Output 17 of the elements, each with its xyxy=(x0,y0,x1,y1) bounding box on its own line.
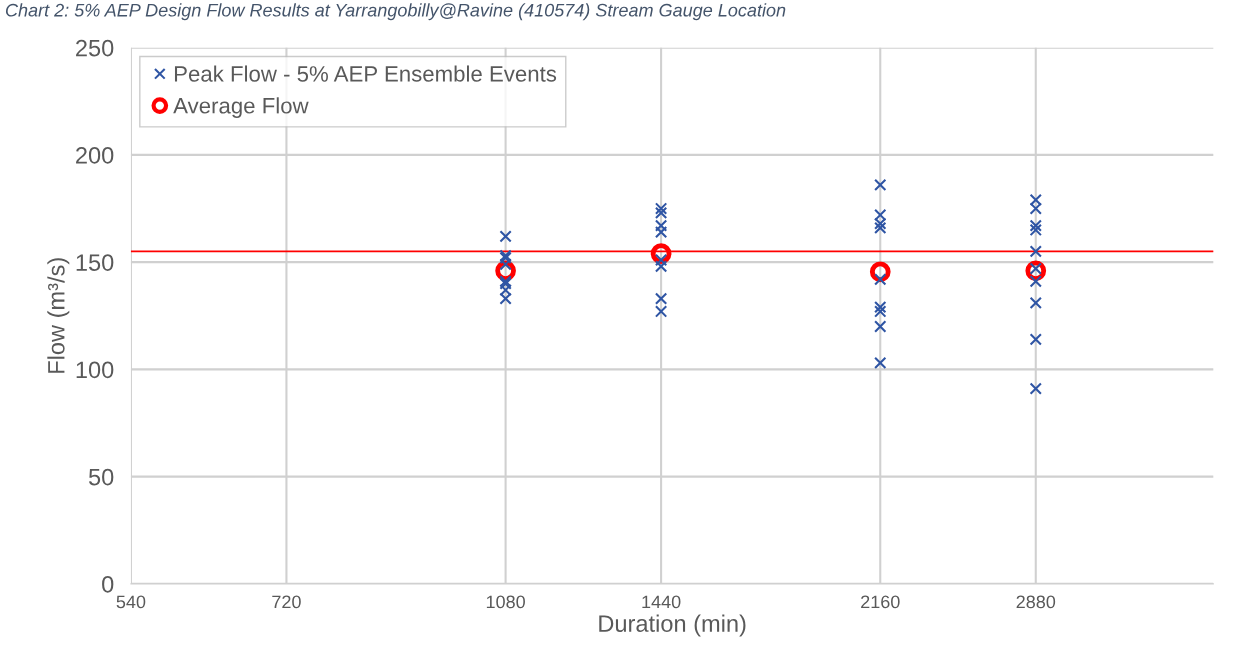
y-tick-label: 50 xyxy=(88,468,114,486)
y-tick-label: 250 xyxy=(76,39,114,57)
x-tick-label: 1440 xyxy=(642,595,681,609)
y-tick-label: 0 xyxy=(102,575,114,593)
chart-title: Chart 2: 5% AEP Design Flow Results at Yarrangobilly@Ravine (410574) Stream Gauge Location xyxy=(5,3,786,21)
x-axis-title: Duration (min) xyxy=(599,614,746,637)
y-tick-label: 150 xyxy=(76,254,114,271)
y-tick-label: 100 xyxy=(76,361,114,379)
legend-label: Average Flow xyxy=(173,97,309,118)
x-tick-label: 2880 xyxy=(1016,595,1056,609)
y-tick-label: 200 xyxy=(76,146,114,164)
x-tick-label: 1080 xyxy=(486,595,525,609)
y-axis-title: Flow (m³/s) xyxy=(47,258,70,373)
x-tick-label: 720 xyxy=(272,595,301,609)
x-tick-label: 2160 xyxy=(861,595,900,609)
x-tick-label: 540 xyxy=(116,595,146,609)
legend-label: Peak Flow - 5% AEP Ensemble Events xyxy=(174,65,557,82)
